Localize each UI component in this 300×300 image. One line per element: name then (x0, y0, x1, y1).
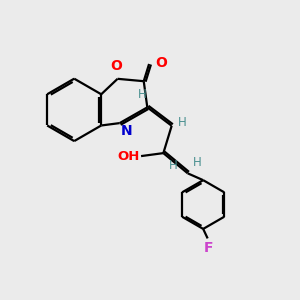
Text: N: N (121, 124, 133, 137)
Text: H: H (178, 116, 187, 129)
Text: O: O (156, 56, 167, 70)
Text: O: O (110, 59, 122, 74)
Text: H: H (169, 159, 178, 172)
Text: H: H (138, 88, 146, 101)
Text: OH: OH (117, 150, 140, 163)
Text: H: H (193, 156, 202, 169)
Text: F: F (203, 241, 213, 255)
